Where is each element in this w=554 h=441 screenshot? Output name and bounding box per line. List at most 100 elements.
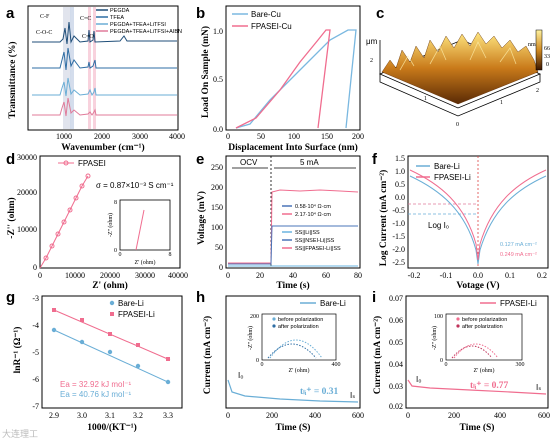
i-inset-ytick-0: 0 xyxy=(440,358,443,364)
f-ytick-8: -2.5 xyxy=(392,258,405,267)
f-i0-bare: 0.127 mA cm⁻² xyxy=(500,242,537,248)
anno-cc: C=C xyxy=(80,16,91,22)
i-ytick-0: 0.07 xyxy=(389,294,403,303)
panel-c: c μm 2 1 0 1 2 nm 66 33 0 xyxy=(366,5,550,128)
panel-b-ylabel: Load On Sample (mN) xyxy=(200,26,211,118)
band-coc xyxy=(70,7,74,129)
e-legend-fpasei: SS||FPASEI-Li||SS xyxy=(295,246,341,252)
afm-axtick-1b: 1 xyxy=(500,100,503,106)
h-inset-marker-after xyxy=(272,324,276,328)
h-inset-after xyxy=(267,343,317,359)
g-legend-marker-bare xyxy=(109,300,115,306)
b-ytick-2: 1.0 xyxy=(213,27,223,36)
e-resist-2: 2.17·10⁴ Ω·cm xyxy=(295,211,331,218)
h-inset-xlabel: Z' (ohm) xyxy=(289,367,310,374)
d-inset-frame xyxy=(119,199,171,251)
b-xtick-4: 200 xyxy=(352,132,364,141)
afm-ztick-66: 66 xyxy=(544,46,550,52)
d-xtick-1: 10000 xyxy=(65,271,85,280)
g-ytick-1: -4 xyxy=(32,321,39,330)
i-inset-after xyxy=(451,345,493,359)
d-xtick-4: 40000 xyxy=(168,271,188,280)
f-xtick-3: 0.1 xyxy=(505,271,515,280)
panel-f: f Log Current (mA cm⁻²) Bare-Li FPASEI-L… xyxy=(372,151,549,291)
anno-coc: C-O-C xyxy=(36,30,52,36)
b-ytick-0: 0.0 xyxy=(213,125,223,134)
g-xtick-3: 3.2 xyxy=(133,411,143,420)
e-curve-nsei xyxy=(228,225,358,265)
panel-b-frame xyxy=(225,5,361,131)
panel-i: i Current (mA cm⁻²) FPASEI-Li I₀ Iₛ tₗᵢ⁺… xyxy=(372,289,550,433)
f-ytick-2: 0.5 xyxy=(395,180,405,189)
h-tli: tₗᵢ⁺ = 0.31 xyxy=(300,387,338,397)
f-ytick-0: 1.5 xyxy=(395,154,405,163)
panel-g-xlabel: 1000/(KT⁻¹) xyxy=(87,422,137,433)
i-i0: I₀ xyxy=(416,375,422,384)
b-xtick-3: 150 xyxy=(321,132,333,141)
afm-colorbar xyxy=(535,29,543,71)
a-xtick-2: 2000 xyxy=(94,132,110,141)
f-ytick-7: -2.0 xyxy=(392,245,405,254)
i-inset-ylabel: -Z'' (ohm) xyxy=(431,326,438,350)
h-xtick-2: 400 xyxy=(309,411,321,420)
e-ytick-2: 100 xyxy=(211,223,223,232)
panel-f-xlabel: Votage (V) xyxy=(456,280,499,291)
i-xtick-3: 600 xyxy=(538,411,550,420)
d-inset-ytick-0: 0 xyxy=(114,248,117,254)
h-inset-xtick-0: 0 xyxy=(261,362,264,368)
i-curve xyxy=(407,379,547,395)
afm-axtick-0: 0 xyxy=(456,122,459,128)
i-inset-xlabel: Z' (ohm) xyxy=(474,367,495,374)
spectrum-mix xyxy=(32,77,177,97)
e-ytick-5: 250 xyxy=(211,163,223,172)
i-inset-xtick-3: 300 xyxy=(516,362,525,368)
h-inset-legend-before: before polarization xyxy=(278,317,323,323)
legend-mix: PEGDA+TFEA+LiTFSI xyxy=(110,22,166,28)
i-xtick-1: 200 xyxy=(448,411,460,420)
f-ytick-1: 1.0 xyxy=(395,167,405,176)
i-tli: tₗᵢ⁺ = 0.77 xyxy=(470,381,508,391)
g-xtick-2: 3.1 xyxy=(105,411,115,420)
f-ytick-5: -1.0 xyxy=(392,219,405,228)
e-legend-nsei: SS||NSEI-Li||SS xyxy=(295,238,335,244)
b-xtick-0: 0 xyxy=(226,132,230,141)
panel-g-frame xyxy=(41,295,183,409)
g-fit-bare xyxy=(53,329,171,384)
legend-tfea: TFEA xyxy=(110,15,124,21)
d-nyquist-line xyxy=(39,175,89,269)
i-xtick-2: 400 xyxy=(494,411,506,420)
g-xtick-1: 3.0 xyxy=(77,411,87,420)
e-xtick-3: 60 xyxy=(322,271,330,280)
g-legend-marker-fpa xyxy=(110,312,114,316)
spectrum-aibn xyxy=(32,97,177,117)
h-inset-legend-after: after polarization xyxy=(278,324,319,330)
spectrum-tfea xyxy=(32,47,177,71)
i-inset-before xyxy=(453,343,499,359)
panel-letter-a: a xyxy=(6,5,15,22)
d-ytick-2: 20000 xyxy=(17,188,37,197)
afm-box xyxy=(379,74,541,117)
panel-e-frame xyxy=(225,155,361,269)
h-xtick-3: 600 xyxy=(352,411,364,420)
d-legend: FPASEI xyxy=(78,159,106,168)
h-inset-before xyxy=(269,339,323,359)
afm-axtick-1a: 1 xyxy=(424,96,427,102)
b-xtick-1: 50 xyxy=(257,132,265,141)
h-xtick-1: 200 xyxy=(266,411,278,420)
h-inset-ytick-2: 200 xyxy=(250,314,259,320)
band-cf xyxy=(63,7,71,129)
e-xtick-4: 80 xyxy=(354,271,362,280)
e-ytick-3: 150 xyxy=(211,203,223,212)
a-xtick-3: 3000 xyxy=(132,132,148,141)
d-legend-marker xyxy=(63,160,69,166)
i-ytick-5: 0.02 xyxy=(389,402,403,411)
i-inset-legend-before: before polarization xyxy=(462,317,507,323)
d-xtick-3: 30000 xyxy=(135,271,155,280)
h-inset-marker-before xyxy=(272,317,276,321)
afm-zunit: nm xyxy=(528,42,536,48)
g-xtick-0: 2.9 xyxy=(49,411,59,420)
i-xtick-0: 0 xyxy=(406,411,410,420)
panel-h-ylabel: Current (mA cm⁻²) xyxy=(202,316,213,394)
e-ocv: OCV xyxy=(240,158,258,167)
g-ea-fpa: Ea = 32.92 kJ mol⁻¹ xyxy=(60,380,131,389)
